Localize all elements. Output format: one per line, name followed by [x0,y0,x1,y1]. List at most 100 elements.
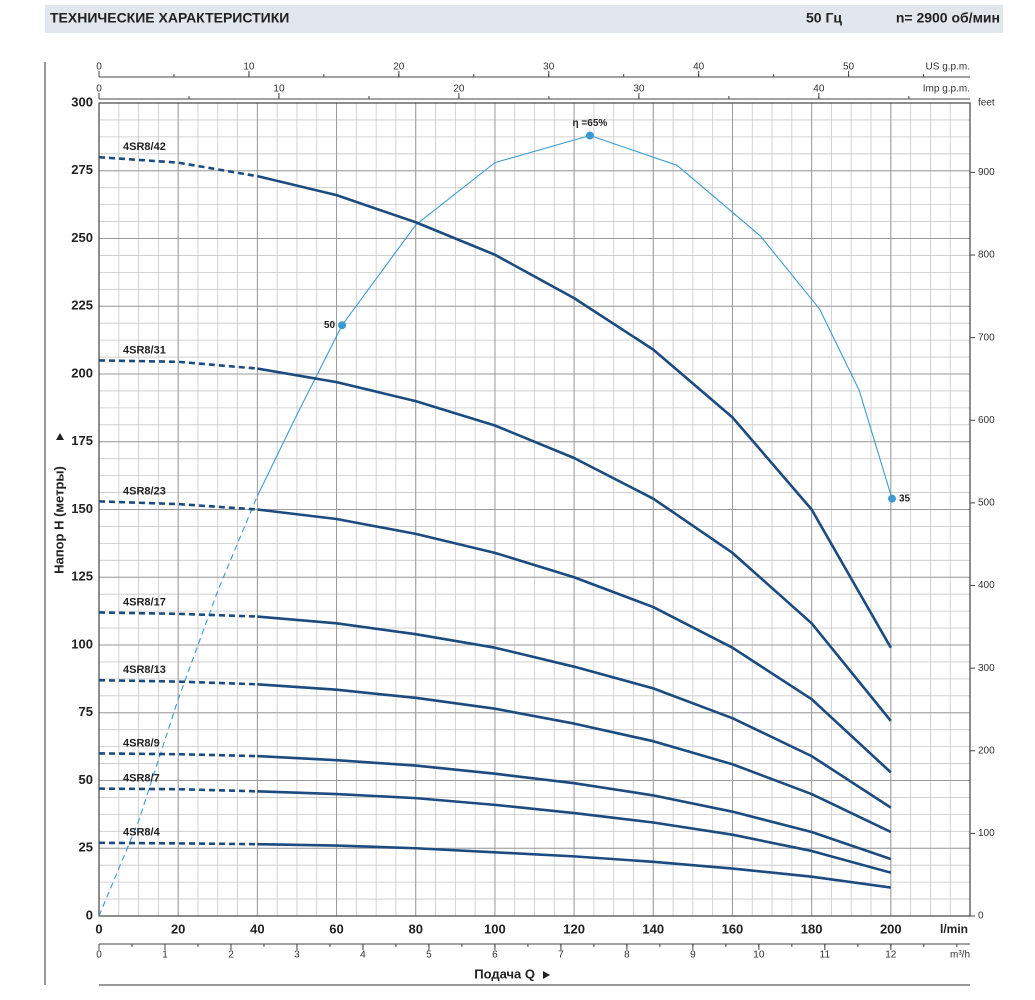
y-tick-label: 125 [71,569,93,584]
x-tick-label: 60 [329,921,343,936]
y-arrow [56,433,64,440]
y-tick-label: 0 [86,907,93,922]
y-tick-label: 175 [71,433,93,448]
curve-label: 4SR8/23 [123,485,166,497]
secondary-tick-label: 0 [96,84,102,95]
y-tick-label: 100 [71,636,93,651]
x-tick-label: 80 [408,921,422,936]
secondary-tick-label: 6 [492,950,498,961]
secondary-tick-label: 9 [690,950,696,961]
y2-tick-label: 500 [978,498,995,509]
x-arrow [543,971,550,979]
secondary-unit: m³/h [950,950,970,961]
secondary-tick-label: 12 [885,950,897,961]
y2-tick-label: 0 [978,911,984,922]
head-curve [98,155,258,178]
header-frequency: 50 Гц [806,10,842,26]
secondary-tick-label: 40 [693,62,705,73]
secondary-tick-label: 10 [243,62,255,73]
secondary-tick-label: 0 [96,950,102,961]
y-tick-label: 200 [71,365,93,380]
x-unit: l/min [940,922,968,936]
secondary-tick-label: 20 [453,84,465,95]
secondary-tick-label: 0 [96,62,102,73]
head-curve [98,359,258,370]
x-tick-label: 180 [801,921,823,936]
x-tick-label: 200 [880,921,902,936]
x-tick-label: 0 [95,921,102,936]
efficiency-label: 50 [324,320,336,331]
y-tick-label: 275 [71,162,93,177]
secondary-tick-label: 10 [273,84,285,95]
secondary-tick-label: 1 [162,950,168,961]
secondary-tick-label: 30 [633,84,645,95]
secondary-tick-label: 3 [294,950,300,961]
y-tick-label: 75 [79,704,93,719]
head-curve [98,752,258,758]
head-curve [257,508,892,774]
efficiency-point [888,494,897,503]
head-curve [98,611,258,618]
head-curve [257,367,892,722]
x-tick-label: 40 [250,921,264,936]
secondary-tick-label: 20 [393,62,405,73]
efficiency-label: η =65% [573,118,608,129]
secondary-tick-label: 7 [558,950,564,961]
y-tick-label: 50 [79,772,93,787]
efficiency-curve [256,134,893,499]
efficiency-label: 35 [899,493,911,504]
curve-label: 4SR8/17 [123,596,166,608]
y2-tick-label: 600 [978,415,995,426]
y-tick-label: 250 [71,230,93,245]
head-curve [98,787,258,793]
head-curve [257,615,892,809]
x-tick-label: 20 [171,921,185,936]
x-tick-label: 120 [563,921,585,936]
head-curve [257,174,892,649]
head-curve [257,682,892,834]
y-tick-label: 150 [71,501,93,516]
secondary-unit: Imp g.p.m. [923,84,970,95]
x-tick-label: 160 [722,921,744,936]
y-tick-label: 25 [79,840,93,855]
head-curve [257,790,892,874]
header-speed: n= 2900 об/мин [896,10,1000,26]
curve-label: 4SR8/42 [123,141,166,153]
head-curve [98,841,258,846]
y2-tick-label: 200 [978,745,995,756]
curve-label: 4SR8/31 [123,344,166,356]
y2-tick-label: 400 [978,580,995,591]
secondary-tick-label: 4 [360,950,366,961]
y-tick-label: 300 [71,94,93,109]
x-axis-label: Подача Q [474,966,535,981]
secondary-tick-label: 50 [843,62,855,73]
efficiency-point [585,131,594,140]
secondary-tick-label: 10 [753,950,765,961]
curve-label: 4SR8/7 [123,773,160,785]
x-tick-label: 140 [642,921,664,936]
x-tick-label: 100 [484,921,506,936]
y2-tick-label: 100 [978,828,995,839]
y-tick-label: 225 [71,298,93,313]
curve-label: 4SR8/13 [123,664,166,676]
y2-tick-label: 700 [978,332,995,343]
plot-frame [98,102,971,917]
head-curve [257,842,891,889]
efficiency-point [338,321,347,330]
head-curve [98,678,258,686]
efficiency-curve [98,495,258,917]
secondary-tick-label: 30 [543,62,555,73]
secondary-tick-label: 40 [813,84,825,95]
header-title: ТЕХНИЧЕСКИЕ ХАРАКТЕРИСТИКИ [50,10,289,26]
secondary-tick-label: 2 [228,950,234,961]
y-axis-label: Напор H (метры) [51,466,66,574]
curve-label: 4SR8/9 [123,737,160,749]
secondary-tick-label: 5 [426,950,432,961]
y2-tick-label: 800 [978,250,995,261]
secondary-unit: US g.p.m. [926,62,970,73]
secondary-tick-label: 8 [624,950,630,961]
header-bar [45,5,1003,33]
y2-unit: feet [978,98,995,109]
